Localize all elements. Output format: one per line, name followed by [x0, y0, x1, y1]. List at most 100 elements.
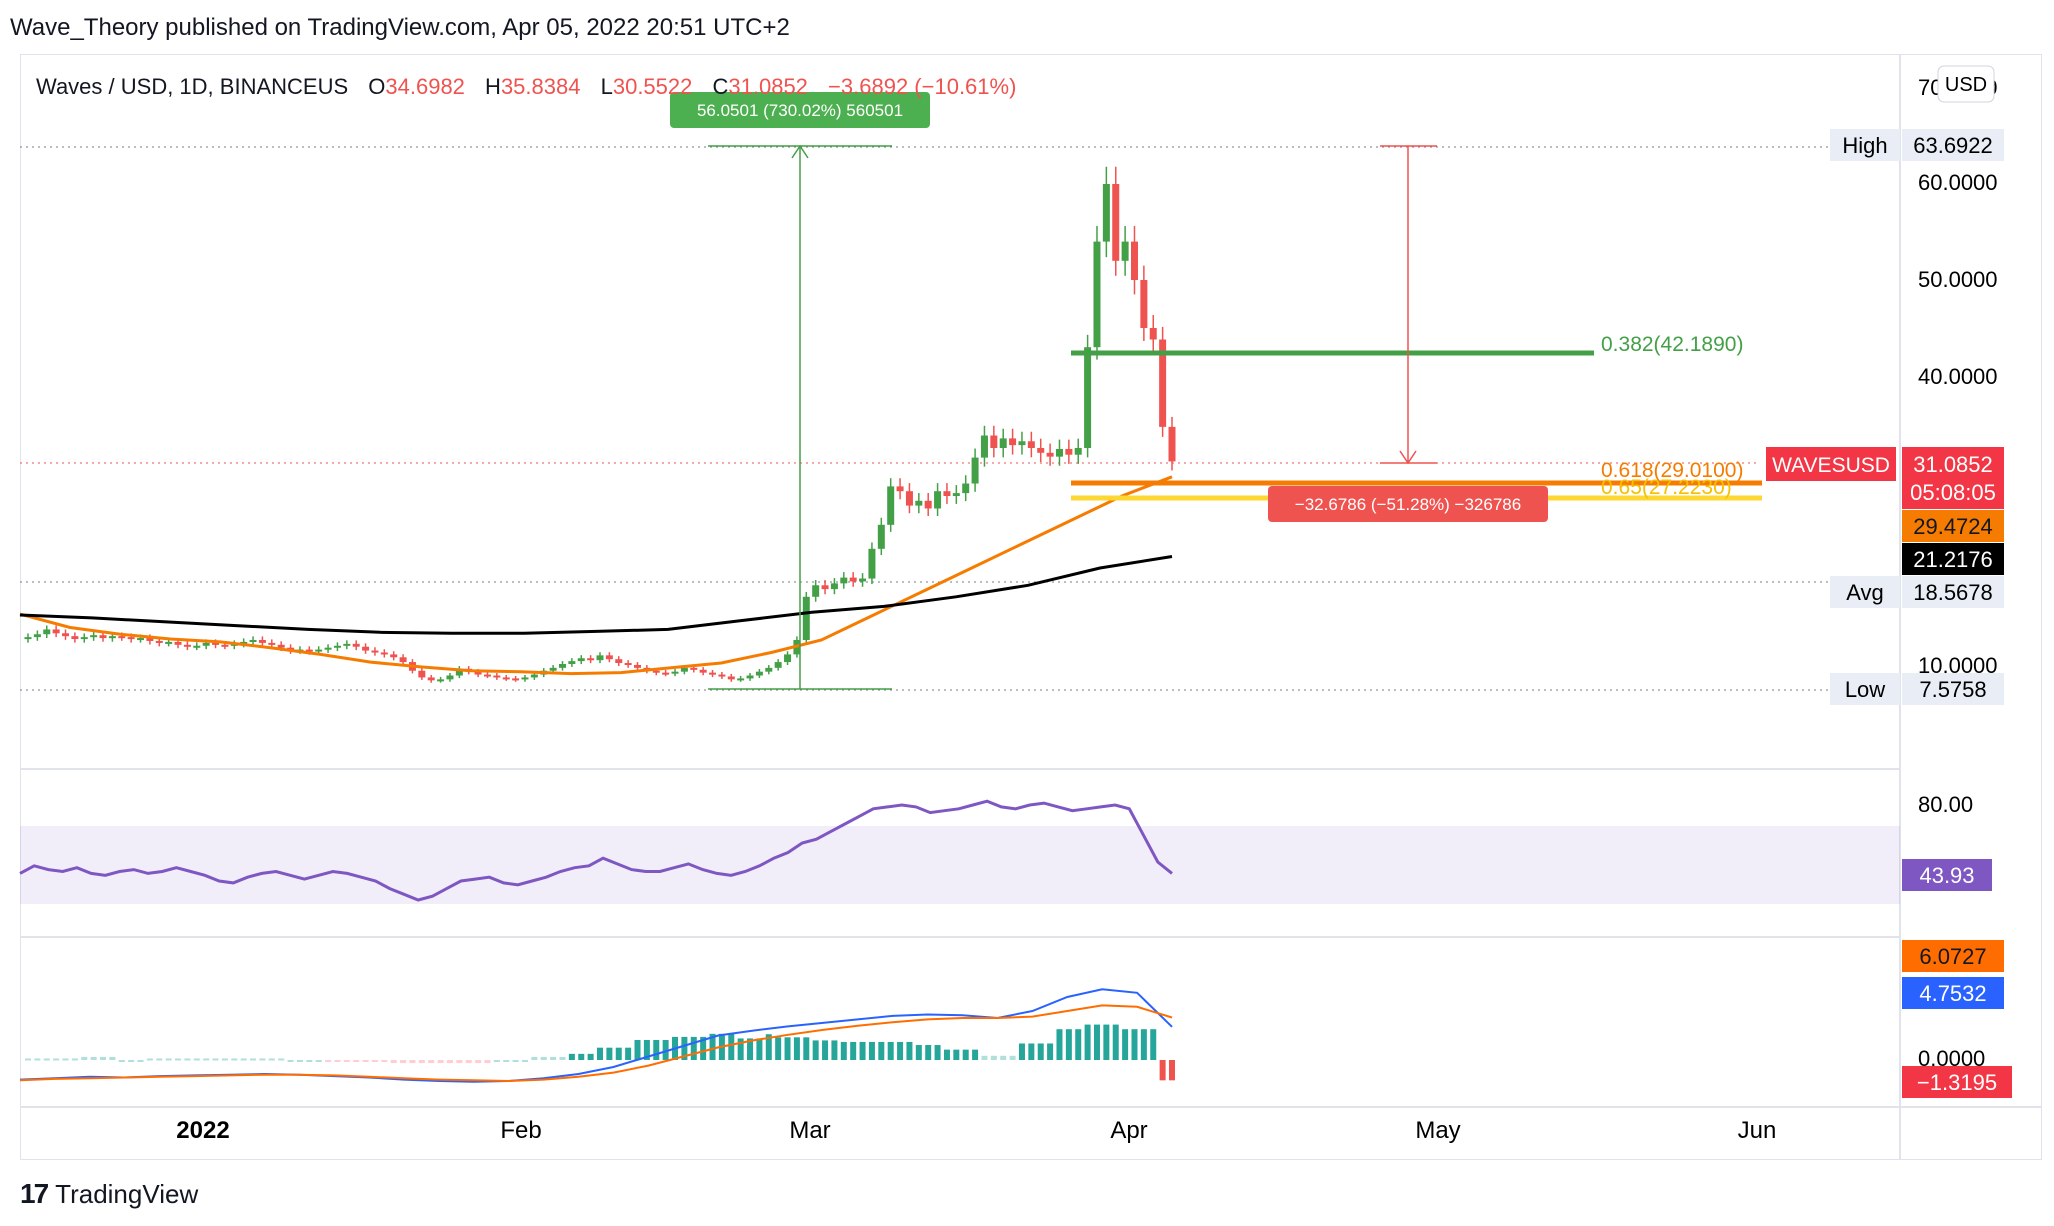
time-tick: May — [1415, 1117, 1460, 1144]
tradingview-logo[interactable]: 17 TradingView — [20, 1178, 198, 1210]
macd-hist-bar — [822, 1040, 829, 1060]
candle-body — [371, 650, 379, 653]
macd-hist-bar — [296, 1060, 303, 1062]
price-tick: 40.0000 — [1918, 364, 1998, 389]
macd-hist-bar — [362, 1060, 369, 1062]
candle-body — [446, 675, 454, 680]
macd-hist-bar — [409, 1060, 416, 1064]
low-value: 7.5758 — [1919, 677, 1986, 702]
candle-body — [343, 643, 351, 646]
candle-body — [1018, 441, 1026, 446]
candle-body — [155, 640, 163, 643]
candle-body — [418, 670, 426, 678]
measure-down-box[interactable] — [1268, 486, 1548, 522]
macd-hist-bar — [1037, 1043, 1044, 1060]
symbol-tag: WAVESUSD — [1772, 454, 1890, 477]
candle-body — [971, 457, 979, 484]
macd-hist-bar — [71, 1058, 78, 1061]
candle-body — [483, 674, 491, 677]
candle-body — [52, 629, 60, 634]
time-tick: Apr — [1110, 1117, 1147, 1144]
macd-hist-bar — [418, 1060, 425, 1064]
macd-hist-bar — [503, 1060, 510, 1062]
macd-hist-bar — [25, 1058, 31, 1061]
candle-body — [174, 641, 182, 645]
candle-body — [915, 500, 923, 506]
symbol-legend[interactable]: Waves / USD, 1D, BINANCEUS O34.6982 H35.… — [36, 74, 1016, 99]
candle-body — [455, 668, 463, 676]
candle-body — [1168, 426, 1176, 462]
candle-body — [193, 645, 201, 648]
candle-body — [427, 677, 435, 681]
macd-hist-bar — [990, 1055, 997, 1060]
macd-hist-value: −1.3195 — [1917, 1070, 1997, 1095]
macd-hist-bar — [831, 1040, 838, 1060]
candle-body — [849, 577, 857, 582]
candle-body — [1112, 184, 1120, 261]
candle-body — [512, 678, 520, 681]
macd-hist-bar — [915, 1045, 922, 1060]
macd-hist-bar — [118, 1060, 125, 1062]
high-tag-bg — [1830, 129, 1900, 161]
candle-body — [1102, 184, 1110, 242]
candle-body — [521, 677, 529, 680]
macd-line — [19, 988, 1173, 1083]
candle-body — [33, 634, 41, 638]
macd-hist-bar — [568, 1053, 575, 1060]
candle-body — [212, 642, 220, 645]
candle-body — [746, 675, 754, 679]
macd-hist-bar — [559, 1056, 566, 1060]
candle-body — [990, 435, 998, 448]
avg-value: 18.5678 — [1913, 580, 1993, 605]
countdown: 05:08:05 — [1910, 480, 1996, 505]
currency-button[interactable] — [1937, 65, 1995, 103]
macd-hist-bar — [353, 1060, 360, 1062]
macd-hist-bar — [100, 1056, 107, 1060]
candle-body — [605, 655, 613, 660]
measure-up-box[interactable] — [670, 92, 930, 128]
candle-body — [587, 658, 595, 661]
macd-hist-bar — [184, 1058, 191, 1061]
macd-hist-bar — [156, 1058, 163, 1061]
candle-body — [118, 636, 126, 639]
macd-hist-bar — [690, 1036, 697, 1060]
macd-hist-bar — [962, 1049, 969, 1060]
avg-value-bg — [1902, 576, 2004, 608]
macd-hist-bar — [943, 1049, 950, 1060]
candle-body — [474, 671, 482, 675]
candle-body — [859, 578, 867, 582]
macd-hist-bar — [775, 1037, 782, 1060]
macd-hist-bar — [850, 1041, 857, 1060]
macd-hist-bar — [212, 1058, 219, 1061]
last-price-bg — [1902, 447, 2004, 509]
candle-body — [1130, 241, 1138, 280]
candle-body — [1074, 448, 1082, 455]
macd-hist-bar — [43, 1058, 50, 1061]
candle-body — [1121, 241, 1129, 261]
candle-body — [268, 642, 276, 645]
candle-body — [352, 643, 360, 647]
macd-hist-bar — [972, 1049, 979, 1060]
macd-hist-bar — [240, 1058, 247, 1061]
candle-body — [727, 676, 735, 680]
time-axis[interactable]: 2022 Feb Mar Apr May Jun — [176, 1117, 1776, 1144]
macd-hist-bar — [859, 1041, 866, 1060]
macd-hist-bar — [615, 1047, 622, 1060]
macd-hist-bar — [643, 1039, 650, 1060]
published-caption: Wave_Theory published on TradingView.com… — [10, 14, 790, 41]
candle-body — [962, 483, 970, 494]
macd-hist-bar — [550, 1056, 557, 1060]
macd-hist-bar — [756, 1038, 763, 1060]
macd-hist-bar — [953, 1049, 960, 1060]
macd-hist-bar — [203, 1058, 210, 1061]
time-tick: 2022 — [176, 1117, 229, 1144]
candle-body — [887, 486, 895, 525]
macd-hist-bar — [493, 1060, 500, 1062]
macd-hist-bar — [747, 1038, 754, 1060]
candle-body — [615, 659, 623, 664]
candle-body — [362, 646, 370, 651]
candle-body — [999, 438, 1007, 448]
macd-hist-bar — [700, 1036, 707, 1060]
candle-body — [709, 672, 717, 675]
